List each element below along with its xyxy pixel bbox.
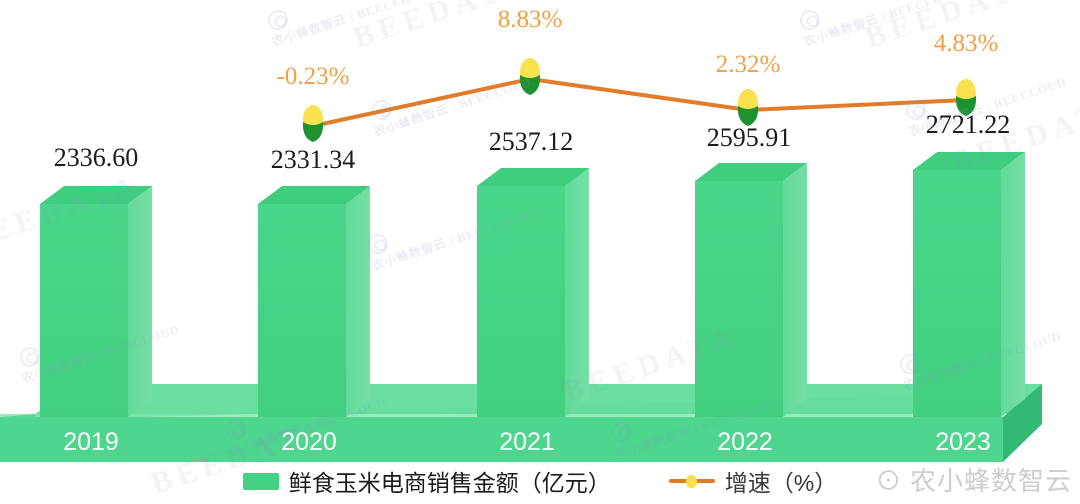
corn-marker-2023[interactable]: [955, 79, 977, 116]
bar-2021[interactable]: [477, 168, 589, 417]
bar-value-label-2021: 2537.12: [488, 127, 574, 156]
x-axis-label-2022: 2022: [717, 428, 773, 456]
growth-label-2023: 4.83%: [933, 30, 999, 57]
growth-label-2022: 2.32%: [715, 51, 781, 78]
bar-2020[interactable]: [258, 186, 370, 417]
legend-label-sales: 鲜食玉米电商销售金额（亿元）: [288, 470, 611, 496]
x-axis-label-2021: 2021: [499, 428, 555, 456]
bar-2023[interactable]: [913, 152, 1025, 417]
corn-marker-2022[interactable]: [737, 89, 759, 126]
chart-legend: 鲜食玉米电商销售金额（亿元） 增速（%）: [0, 464, 1080, 498]
bar-value-label-2019: 2336.60: [53, 143, 139, 172]
x-axis-label-2020: 2020: [281, 428, 337, 456]
legend-item-growth[interactable]: 增速（%）: [668, 464, 838, 498]
bar-value-label-2023: 2721.22: [925, 110, 1011, 139]
growth-line: [311, 77, 968, 128]
bar-2019[interactable]: [40, 186, 152, 417]
legend-item-sales[interactable]: 鲜食玉米电商销售金额（亿元）: [242, 464, 611, 498]
bar-2022[interactable]: [695, 163, 807, 417]
growth-label-2021: 8.83%: [497, 6, 563, 33]
growth-label-2020: -0.23%: [276, 63, 350, 90]
legend-label-growth: 增速（%）: [724, 470, 838, 496]
bar-value-label-2020: 2331.34: [270, 145, 356, 174]
legend-line-corn-marker-icon: [668, 474, 715, 488]
corn-marker-2021[interactable]: [519, 58, 541, 95]
corn-marker-2020[interactable]: [302, 105, 324, 142]
bar-value-label-2022: 2595.91: [706, 123, 792, 152]
brand-watermark: ⊙ 农小蜂数智云: [875, 467, 1072, 496]
x-axis-label-2019: 2019: [63, 428, 119, 456]
legend-bar-swatch-icon: [242, 472, 279, 490]
x-axis-label-2023: 2023: [935, 428, 991, 456]
